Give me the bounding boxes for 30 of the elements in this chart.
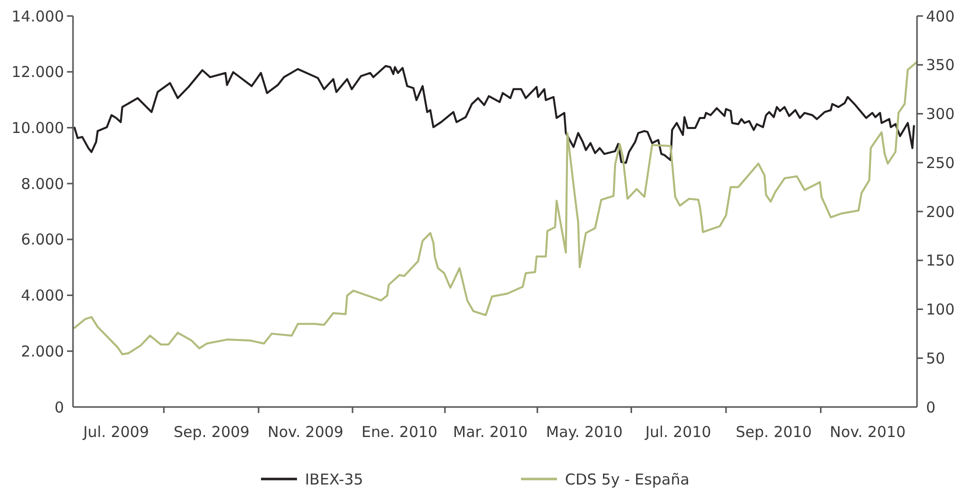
x-tick-label: Mar. 2010: [453, 423, 528, 441]
x-tick-label: Ene. 2010: [362, 423, 438, 441]
x-tick-label: Jul. 2009: [82, 423, 150, 441]
x-tick-label: May. 2010: [546, 423, 623, 441]
y2-tick-label: 250: [926, 154, 955, 172]
y2-tick-label: 400: [926, 7, 955, 26]
y-tick-label: 6.000: [21, 230, 64, 249]
y2-tick-label: 350: [926, 56, 955, 74]
y-tick-label: 12.000: [12, 63, 64, 82]
y2-tick-label: 50: [926, 349, 946, 368]
y2-tick-label: 0: [926, 398, 936, 416]
y-tick-label: 2.000: [21, 342, 64, 360]
y-tick-label: 14.000: [12, 7, 64, 26]
legend-label: CDS 5y - España: [565, 470, 690, 488]
y-tick-label: 0: [54, 398, 64, 416]
x-tick-label: Nov. 2010: [830, 423, 906, 441]
y2-tick-label: 200: [926, 202, 955, 221]
x-tick-label: Sep. 2010: [736, 423, 812, 441]
y2-tick-label: 150: [926, 252, 955, 270]
y2-tick-label: 100: [926, 300, 955, 318]
y-tick-label: 4.000: [21, 286, 64, 305]
y-tick-label: 8.000: [21, 174, 64, 193]
legend-label: IBEX-35: [305, 470, 364, 488]
x-tick-label: Jul. 2010: [644, 423, 712, 441]
line-series: [74, 64, 915, 164]
x-tick-label: Nov. 2009: [268, 423, 344, 441]
y2-tick-label: 300: [926, 105, 955, 123]
x-tick-label: Sep. 2009: [174, 423, 250, 441]
y-tick-label: 10.000: [12, 118, 64, 137]
line-series: [74, 60, 918, 356]
